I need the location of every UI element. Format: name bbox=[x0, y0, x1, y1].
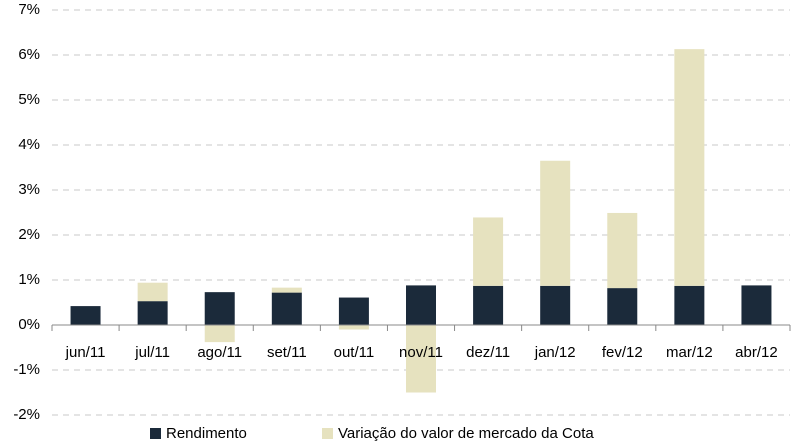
x-tick-label: jul/11 bbox=[134, 344, 170, 361]
x-tick-label: jan/12 bbox=[534, 344, 576, 361]
x-tick-label: jun/11 bbox=[65, 344, 106, 361]
x-tick-label: set/11 bbox=[267, 344, 307, 361]
y-tick-label: 1% bbox=[18, 271, 40, 288]
legend-label: Rendimento bbox=[166, 425, 247, 442]
bar-segment bbox=[674, 49, 705, 286]
y-tick-label: 7% bbox=[18, 1, 40, 18]
bar-segment bbox=[271, 292, 302, 325]
bar-segment bbox=[204, 292, 235, 325]
legend-swatch bbox=[322, 428, 333, 439]
bar-segment bbox=[540, 160, 571, 286]
bar-segment bbox=[406, 285, 436, 325]
y-tick-label: 5% bbox=[18, 91, 40, 108]
bar-segment bbox=[338, 325, 369, 330]
legend-label: Variação do valor de mercado da Cota bbox=[338, 425, 594, 442]
y-tick-label: -2% bbox=[13, 406, 40, 423]
y-tick-label: 6% bbox=[18, 46, 40, 63]
x-tick-label: nov/11 bbox=[399, 344, 443, 361]
bar-segment bbox=[406, 325, 436, 393]
y-tick-label: -1% bbox=[13, 361, 40, 378]
bar-segment bbox=[473, 285, 504, 325]
bar-segment bbox=[540, 285, 571, 325]
bar-segment bbox=[674, 285, 705, 325]
bar-segment bbox=[137, 282, 168, 302]
bar-segment bbox=[741, 285, 772, 325]
x-tick-label: dez/11 bbox=[466, 344, 510, 361]
bar-segment bbox=[338, 297, 369, 325]
x-tick-label: fev/12 bbox=[602, 344, 643, 361]
bar-segment bbox=[137, 301, 168, 325]
x-tick-label: ago/11 bbox=[197, 344, 242, 361]
x-tick-label: out/11 bbox=[334, 344, 375, 361]
y-tick-label: 0% bbox=[18, 316, 40, 333]
y-tick-label: 4% bbox=[18, 136, 40, 153]
bar-segment bbox=[70, 306, 101, 325]
y-tick-label: 3% bbox=[18, 181, 40, 198]
bar-segment bbox=[607, 212, 638, 289]
bar-segment bbox=[204, 325, 235, 343]
bar-segment bbox=[607, 288, 638, 325]
x-tick-label: abr/12 bbox=[735, 344, 778, 361]
bar-segment bbox=[271, 287, 302, 293]
y-tick-label: 2% bbox=[18, 226, 40, 243]
bar-segment bbox=[473, 217, 504, 286]
legend-swatch bbox=[150, 428, 161, 439]
x-tick-label: mar/12 bbox=[666, 344, 713, 361]
